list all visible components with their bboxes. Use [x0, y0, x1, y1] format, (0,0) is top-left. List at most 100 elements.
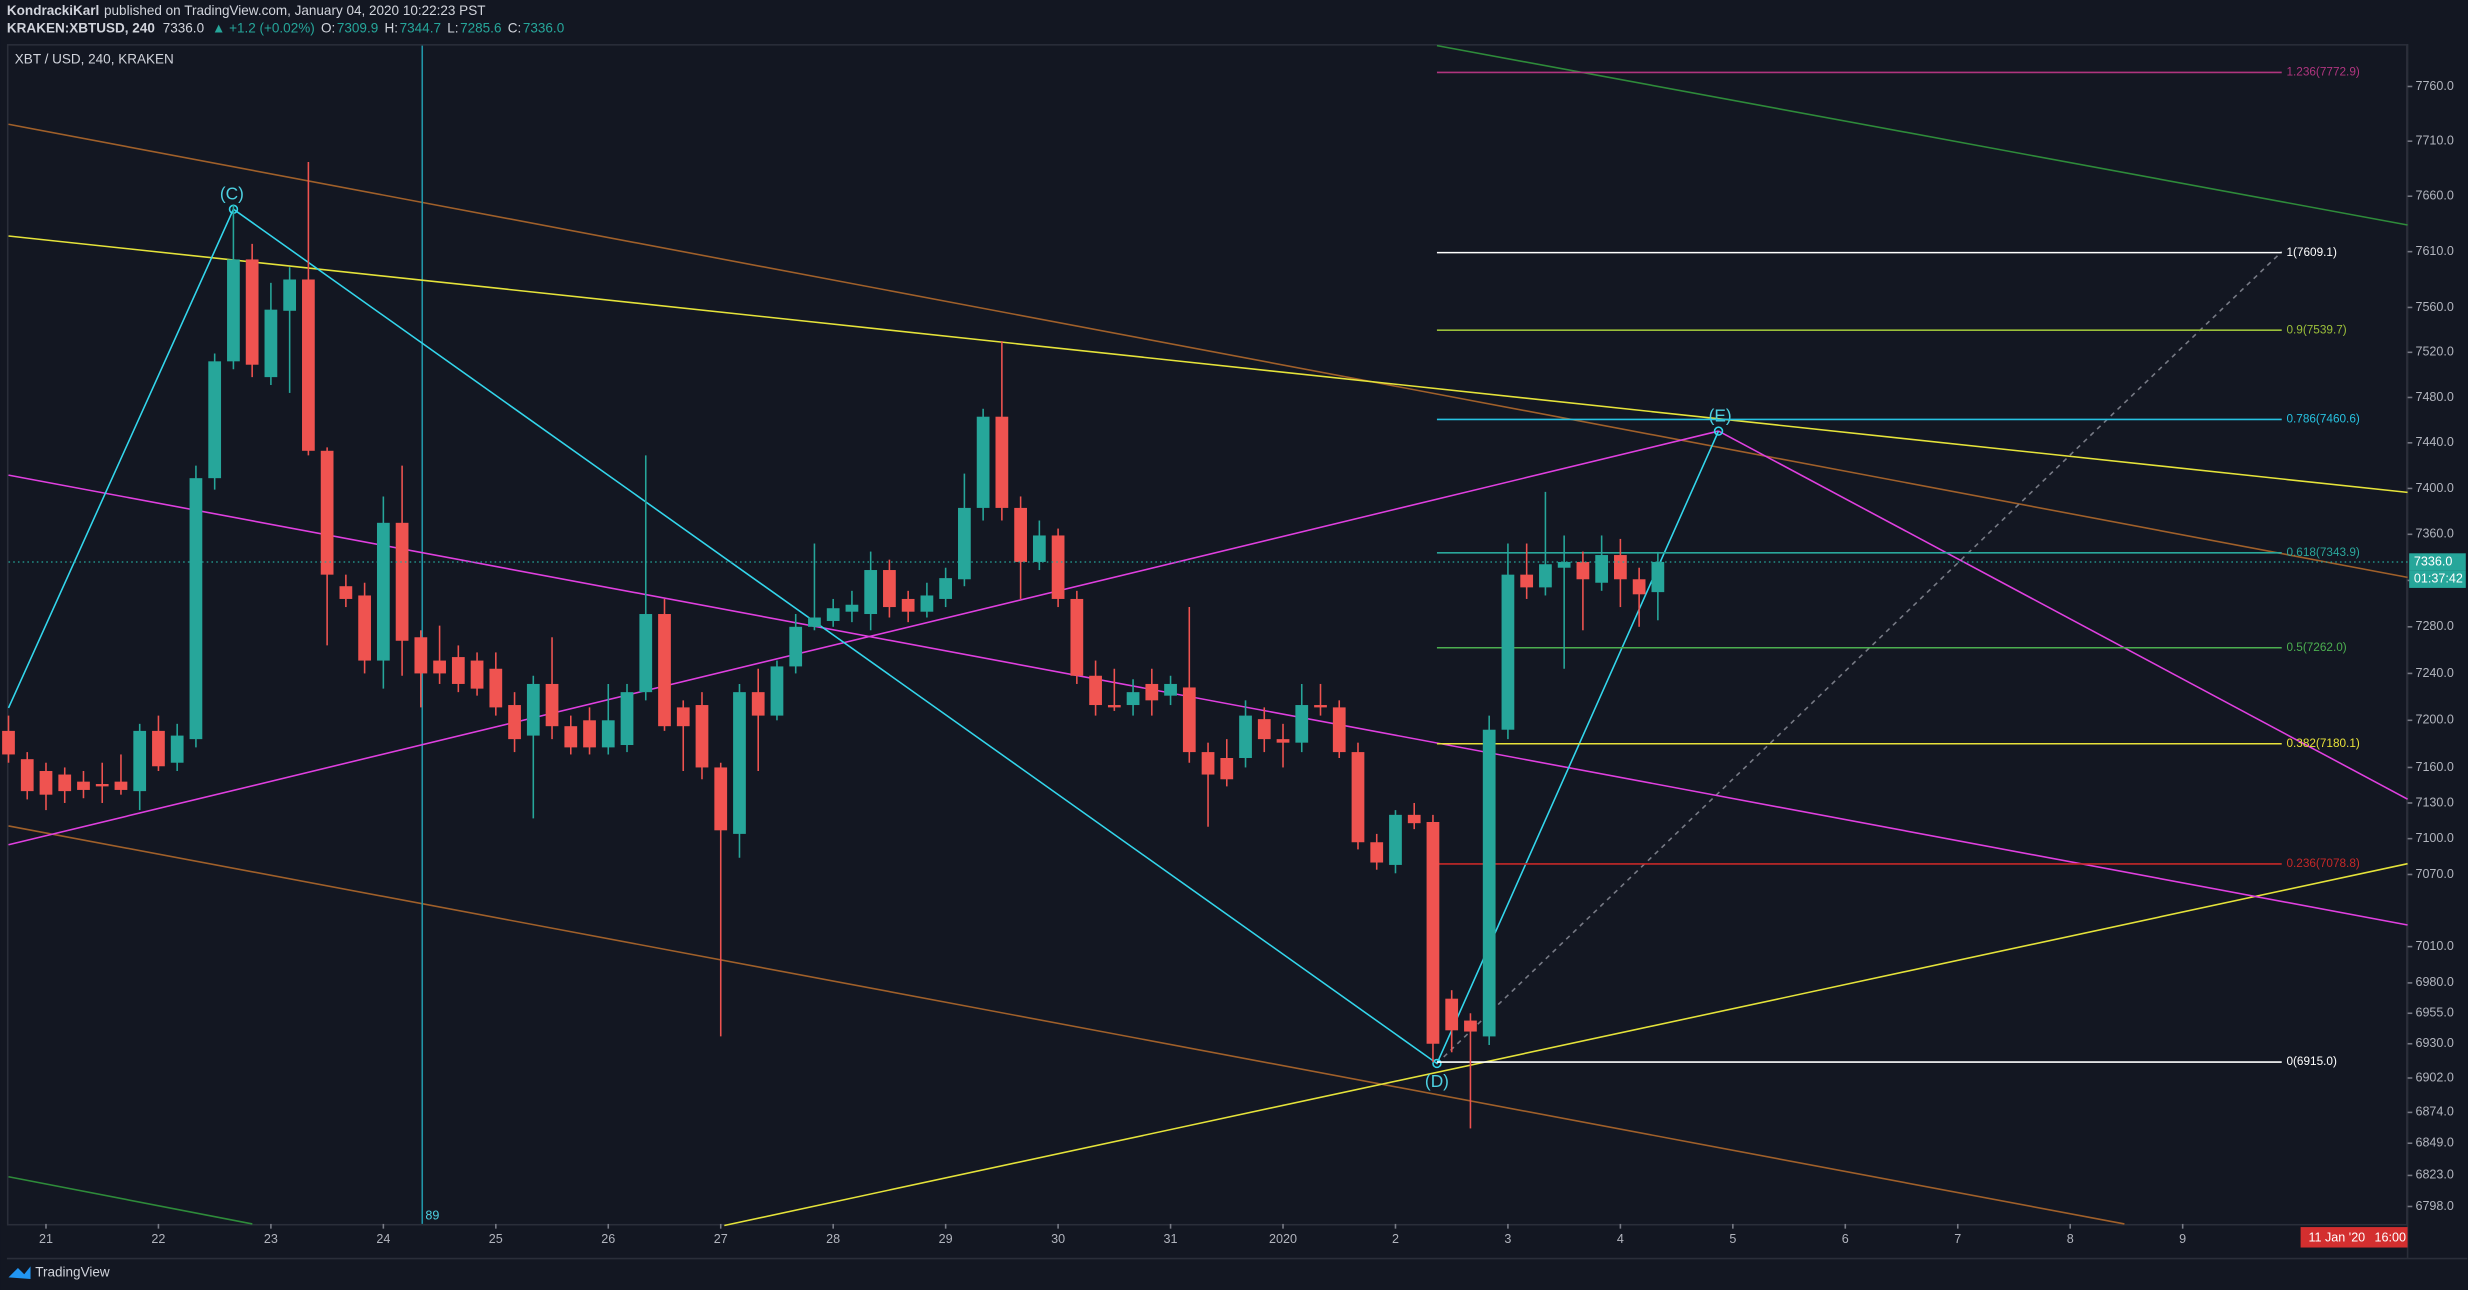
y-tick-label: 6874.0 — [2415, 1105, 2453, 1119]
candle-body — [77, 781, 90, 790]
candle-body — [995, 416, 1009, 508]
candle-body — [2, 730, 15, 755]
candle-body — [1089, 675, 1102, 706]
candle-body — [39, 770, 53, 795]
candle-body — [1426, 821, 1440, 1044]
candle-body — [1632, 579, 1646, 595]
fib-label: 0.5(7262.0) — [2286, 641, 2346, 654]
plot-area: (C) (D) (E) 89 1.236(7772.9) 1(7609.1) 0.9… — [2, 44, 2408, 1227]
candle-body — [920, 595, 934, 612]
x-tick-label: 8 — [2067, 1232, 2074, 1246]
ohlc-value: 7336.0 — [523, 20, 564, 35]
trend-line — [1718, 430, 2408, 800]
wave-point — [1432, 1058, 1442, 1069]
brand-logo — [8, 1266, 31, 1279]
x-tick-label: 5 — [1729, 1232, 1736, 1246]
y-tick-label: 6955.0 — [2415, 1006, 2453, 1020]
y-tick-label: 7400.0 — [2415, 481, 2453, 495]
candle-body — [20, 759, 34, 792]
candle-body — [1239, 715, 1252, 758]
candle-body — [245, 259, 259, 365]
trend-line — [8, 1175, 253, 1225]
y-tick-label: 7160.0 — [2415, 760, 2453, 774]
candle-body — [545, 683, 559, 727]
y-tick-label: 7240.0 — [2415, 666, 2453, 680]
wave-label: (D) — [1425, 1071, 1449, 1091]
header-line-1: KondrackiKarl published on TradingView.co… — [7, 3, 486, 18]
candle-body — [1351, 752, 1365, 843]
candle-body — [1145, 683, 1159, 701]
ohlc-key: L: — [447, 20, 458, 35]
candle-body — [1182, 687, 1196, 753]
candle-body — [808, 617, 821, 627]
change: ▲ +1.2 (+0.02%) — [212, 20, 315, 35]
ohlc-value: 7309.9 — [337, 20, 378, 35]
candle-body — [901, 598, 915, 612]
fib-trend — [1436, 251, 2283, 1065]
candle-body — [1370, 842, 1384, 863]
candle-body — [358, 595, 371, 661]
y-tick-label: 7070.0 — [2415, 867, 2453, 881]
candle-body — [639, 614, 653, 693]
x-tick-label: 28 — [826, 1232, 840, 1246]
cursor-date: 11 Jan '20 — [2308, 1230, 2365, 1244]
candle-body — [208, 361, 222, 479]
y-tick-label: 7520.0 — [2415, 345, 2453, 359]
candle-body — [958, 507, 971, 580]
candle-body — [1276, 739, 1290, 743]
last-price-label: 7336.0 — [2414, 554, 2452, 568]
candle-body — [376, 522, 390, 661]
candle-body — [733, 692, 746, 834]
candle-body — [1314, 705, 1327, 708]
fib-label: 1.236(7772.9) — [2286, 66, 2359, 79]
candle-body — [751, 692, 765, 716]
x-tick-label: 23 — [264, 1232, 278, 1246]
cursor-time-box — [2300, 1227, 2408, 1248]
y-tick-label: 7660.0 — [2415, 189, 2453, 203]
y-tick-label: 6849.0 — [2415, 1136, 2453, 1150]
candle-body — [489, 668, 503, 708]
x-tick-label: 7 — [1954, 1232, 1961, 1246]
candle-body — [526, 683, 540, 736]
candle-body — [1332, 707, 1346, 753]
x-tick-label: 31 — [1164, 1232, 1178, 1246]
candle-body — [1257, 719, 1271, 740]
candle-body — [1557, 561, 1571, 568]
candle-body — [1126, 692, 1140, 706]
candle-body — [1164, 683, 1177, 696]
x-tick-label: 29 — [939, 1232, 953, 1246]
candle-body — [58, 774, 72, 792]
fib-label: 0.618(7343.9) — [2286, 546, 2359, 559]
published: published on TradingView.com, January 04… — [104, 3, 485, 18]
candle-body — [95, 784, 109, 787]
candle-body — [658, 614, 671, 727]
candle-body — [1595, 555, 1609, 583]
candle-body — [583, 720, 596, 748]
last-price: 7336.0 — [163, 20, 204, 35]
candle-body — [170, 735, 184, 763]
candle-body — [845, 604, 859, 612]
header-line-2: KRAKEN:XBTUSD, 240 7336.0 ▲ +1.2 (+0.02%) O… — [7, 20, 564, 35]
x-tick-label: 24 — [376, 1232, 390, 1246]
fib-label: 0.382(7180.1) — [2286, 737, 2359, 750]
wave-line — [7, 208, 1720, 1065]
candle-body — [1445, 998, 1459, 1031]
trend-line — [1436, 44, 2408, 226]
y-tick-label: 6980.0 — [2415, 975, 2453, 989]
x-tick-label: 6 — [1842, 1232, 1849, 1246]
chart-legend: XBT / USD, 240, KRAKEN — [15, 51, 174, 66]
fib-label: 1(7609.1) — [2286, 246, 2337, 259]
candle-body — [1539, 564, 1552, 588]
candle-body — [883, 570, 896, 608]
candle-body — [433, 660, 446, 674]
trend-line — [8, 825, 2125, 1225]
trend-line — [8, 123, 2408, 579]
candle-body — [1576, 561, 1590, 580]
candle-body — [1520, 574, 1534, 588]
fib-label: 0(6915.0) — [2286, 1055, 2337, 1068]
y-tick-label: 7710.0 — [2415, 134, 2453, 148]
x-tick-label: 9 — [2179, 1232, 2186, 1246]
candle-body — [1295, 705, 1309, 743]
trend-line — [724, 862, 2408, 1227]
vline-label: 89 — [425, 1208, 439, 1222]
